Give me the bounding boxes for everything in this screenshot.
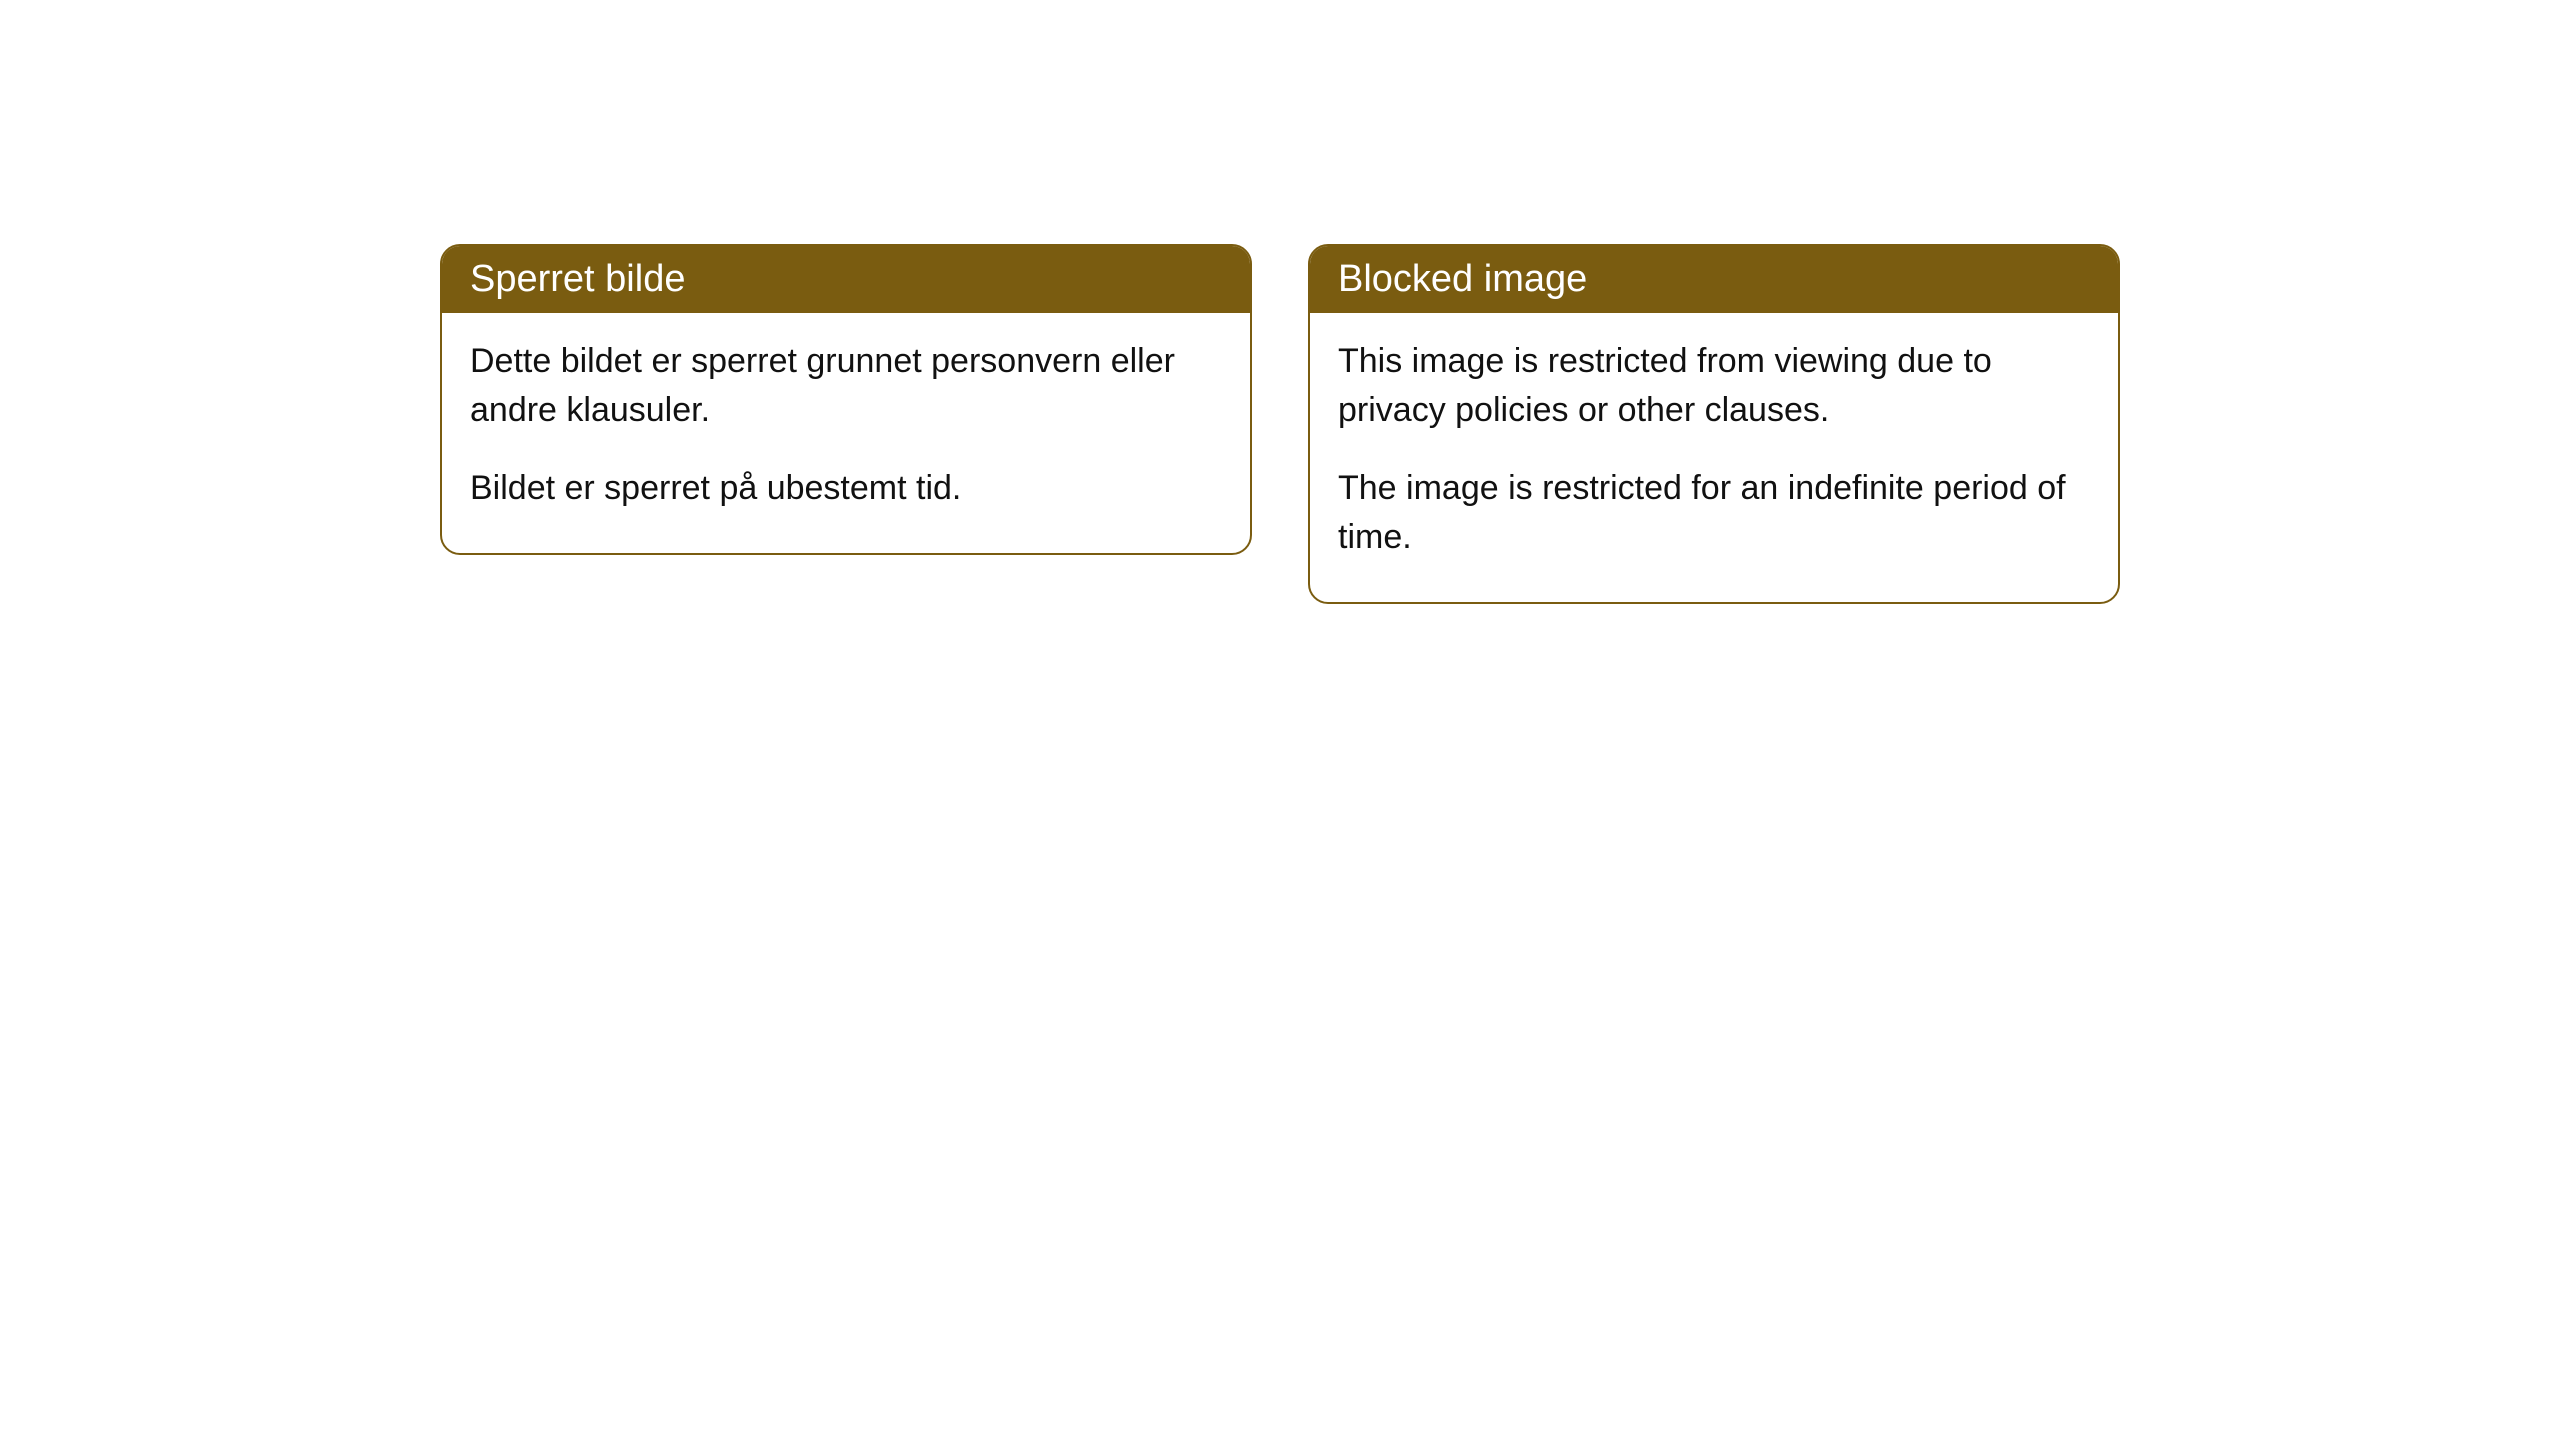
notice-cards-container: Sperret bilde Dette bildet er sperret gr…: [440, 244, 2120, 1440]
card-title: Blocked image: [1338, 258, 1587, 300]
card-paragraph-2: Bildet er sperret på ubestemt tid.: [470, 464, 1222, 513]
blocked-image-card-english: Blocked image This image is restricted f…: [1308, 244, 2120, 604]
card-header: Sperret bilde: [442, 246, 1250, 313]
card-paragraph-1: Dette bildet er sperret grunnet personve…: [470, 337, 1222, 436]
card-paragraph-1: This image is restricted from viewing du…: [1338, 337, 2090, 436]
card-title: Sperret bilde: [470, 258, 685, 300]
card-body: This image is restricted from viewing du…: [1310, 313, 2118, 602]
card-paragraph-2: The image is restricted for an indefinit…: [1338, 464, 2090, 563]
card-header: Blocked image: [1310, 246, 2118, 313]
blocked-image-card-norwegian: Sperret bilde Dette bildet er sperret gr…: [440, 244, 1252, 555]
card-body: Dette bildet er sperret grunnet personve…: [442, 313, 1250, 553]
